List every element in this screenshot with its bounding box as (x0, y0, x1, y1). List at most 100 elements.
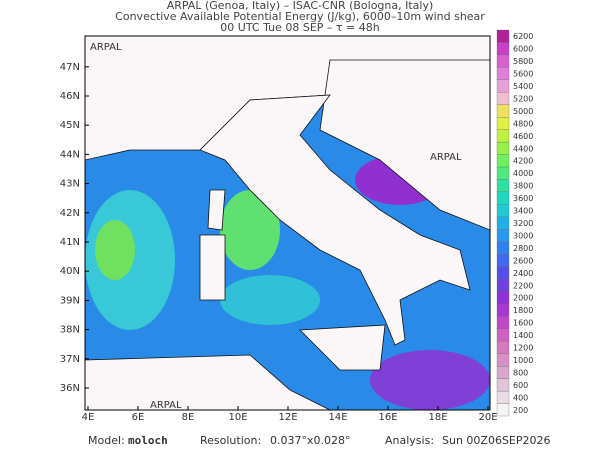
colorbar-label: 4800 (513, 119, 533, 128)
colorbar-swatch (496, 403, 510, 417)
colorbar-label: 5800 (513, 57, 533, 66)
field (220, 190, 280, 270)
footer-value: moloch (128, 434, 168, 447)
lat-label: 40N (60, 266, 80, 277)
colorbar-label: 2600 (513, 256, 533, 265)
colorbar-label: 1800 (513, 306, 533, 315)
footer-value: Sun 00Z06SEP2026 (442, 434, 551, 447)
colorbar-swatch (496, 54, 510, 68)
colorbar-label: 600 (513, 381, 528, 390)
colorbar-label: 6200 (513, 32, 533, 41)
colorbar-swatch (496, 141, 510, 155)
colorbar-label: 2200 (513, 281, 533, 290)
colorbar-swatch (496, 92, 510, 105)
colorbar-label: 5000 (513, 107, 533, 116)
title-line: ARPAL (Genoa, Italy) – ISAC-CNR (Bologna… (167, 0, 434, 12)
land (319, 59, 490, 231)
colorbar-label: 3600 (513, 194, 533, 203)
colorbar-swatch (496, 241, 510, 255)
colorbar-label: 5600 (513, 70, 533, 79)
colorbar-label: 4600 (513, 132, 533, 141)
colorbar-label: 400 (513, 393, 528, 402)
colorbar-label: 2000 (513, 294, 533, 303)
colorbar-swatch (496, 42, 510, 56)
lat-label: 45N (60, 120, 80, 131)
field (370, 350, 490, 410)
colorbar-swatch (496, 253, 510, 267)
land (85, 354, 331, 410)
colorbar-swatch (496, 278, 510, 292)
colorbar-label: 4000 (513, 169, 533, 178)
colorbar: 200 400 600 800 1000 1200 1400 1600 1800 2000 2200… (496, 29, 533, 417)
footer-label: Resolution: (200, 434, 261, 447)
colorbar-swatch (496, 266, 510, 280)
lon-label: 8E (182, 412, 195, 423)
lat-label: 39N (60, 295, 80, 306)
colorbar-label: 1000 (513, 356, 533, 365)
land (299, 324, 386, 371)
colorbar-swatch (496, 67, 510, 80)
colorbar-label: 5200 (513, 94, 533, 103)
colorbar-swatch (496, 328, 510, 342)
land (199, 94, 471, 346)
lat-label: 38N (60, 325, 80, 336)
colorbar-swatch (496, 353, 510, 367)
colorbar-swatch (496, 390, 510, 404)
colorbar-swatch (496, 204, 510, 217)
lat-label: 37N (60, 354, 80, 365)
colorbar-swatch (496, 291, 510, 305)
colorbar-swatch (496, 341, 510, 354)
lon-label: 4E (82, 412, 95, 423)
field (220, 275, 320, 325)
lat-label: 47N (60, 62, 80, 73)
colorbar-label: 4200 (513, 157, 533, 166)
lon-label: 6E (132, 412, 145, 423)
colorbar-label: 3400 (513, 207, 533, 216)
watermark: ARPAL (430, 152, 462, 163)
colorbar-swatch (496, 117, 510, 130)
axis-labels: 36N 37N 38N 39N 40N 41N 42N 43N 44N 45N 46N 47N 4E 6E… (60, 62, 498, 423)
lon-label: 16E (378, 412, 397, 423)
colorbar-swatch (496, 104, 510, 118)
footer-label: Model: (88, 434, 125, 447)
colorbar-swatch (496, 366, 510, 379)
lat-label: 44N (60, 149, 80, 160)
watermark: ARPAL (150, 400, 182, 411)
colorbar-swatch (496, 191, 510, 205)
colorbar-swatch (496, 29, 510, 43)
lon-label: 18E (428, 412, 447, 423)
land (199, 234, 226, 301)
lat-label: 36N (60, 383, 80, 394)
colorbar-swatch (496, 378, 510, 392)
lon-label: 14E (328, 412, 347, 423)
colorbar-label: 3200 (513, 219, 533, 228)
title-line: Convective Available Potential Energy (J… (115, 10, 485, 23)
colorbar-swatch (496, 154, 510, 168)
colorbar-label: 200 (513, 406, 528, 415)
lat-label: 41N (60, 237, 80, 248)
colorbar-swatch (496, 166, 510, 180)
colorbar-label: 1200 (513, 344, 533, 353)
footer-value: 0.037°x0.028° (270, 434, 351, 447)
colorbar-swatch (496, 316, 510, 329)
lon-label: 12E (278, 412, 297, 423)
colorbar-label: 6000 (513, 45, 533, 54)
colorbar-label: 5400 (513, 82, 533, 91)
lon-label: 10E (228, 412, 247, 423)
colorbar-swatch (496, 79, 510, 93)
colorbar-swatch (496, 216, 510, 230)
colorbar-label: 2400 (513, 269, 533, 278)
colorbar-swatch (496, 303, 510, 317)
lon-label: 20E (478, 412, 497, 423)
field (95, 220, 135, 280)
lat-label: 42N (60, 208, 80, 219)
colorbar-label: 4400 (513, 144, 533, 153)
colorbar-swatch (496, 129, 510, 143)
colorbar-label: 1400 (513, 331, 533, 340)
title-line: 00 UTC Tue 08 SEP – τ = 48h (220, 21, 379, 34)
colorbar-label: 2800 (513, 244, 533, 253)
lat-label: 46N (60, 91, 80, 102)
watermark: ARPAL (90, 42, 122, 53)
